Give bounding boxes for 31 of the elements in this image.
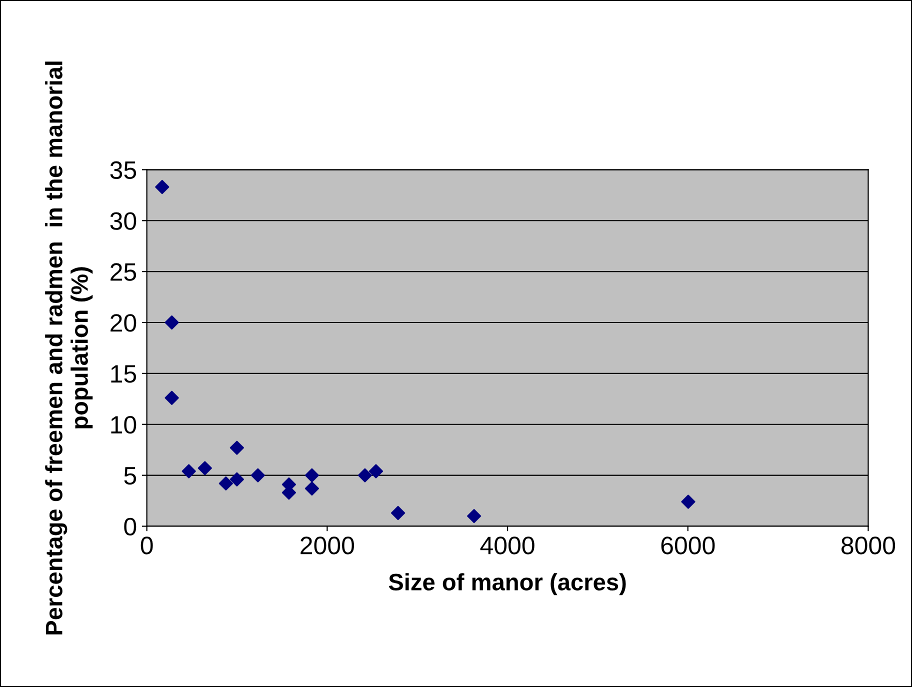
y-tick-label: 30	[110, 212, 136, 230]
point	[368, 464, 384, 478]
point	[230, 440, 244, 455]
point	[164, 315, 179, 330]
y-tick-label: 25	[110, 263, 136, 281]
y-axis-title: Percentage of freemen and radmen in the manorial population (%)	[45, 62, 93, 634]
point	[358, 468, 372, 482]
point	[182, 464, 196, 478]
point	[230, 472, 244, 486]
point	[164, 390, 179, 405]
point	[198, 461, 212, 476]
point	[681, 494, 696, 509]
point	[390, 506, 406, 520]
x-tick-label: 8000	[842, 536, 896, 554]
point	[155, 180, 170, 194]
y-tick-label: 15	[111, 365, 136, 383]
x-tick-label: 6000	[661, 536, 715, 554]
y-tick-label: 35	[110, 161, 136, 179]
x-tick-label: 2000	[300, 536, 354, 554]
x-tick-label: 0	[140, 536, 153, 554]
y-tick-label: 10	[111, 416, 136, 434]
point	[304, 481, 319, 496]
y-tick-label: 0	[124, 518, 136, 536]
point	[218, 476, 233, 491]
point	[467, 508, 482, 524]
x-tick-label: 4000	[480, 536, 534, 554]
y-tick-label: 5	[124, 467, 136, 485]
point	[304, 468, 319, 482]
point	[250, 468, 265, 482]
y-tick-label: 20	[110, 314, 136, 332]
x-axis-title: Size of manor (acres)	[388, 573, 626, 596]
